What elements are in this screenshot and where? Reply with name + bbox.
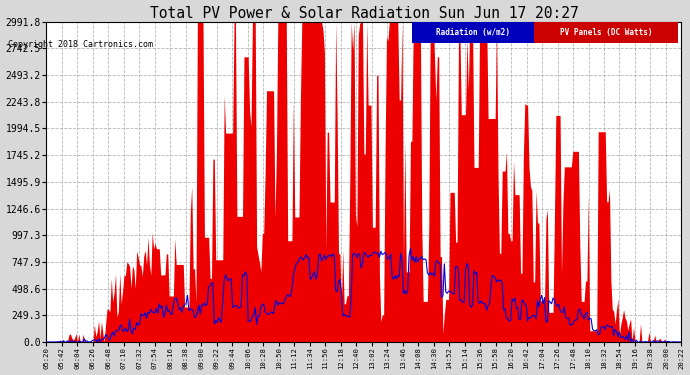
Title: Total PV Power & Solar Radiation Sun Jun 17 20:27: Total PV Power & Solar Radiation Sun Jun… [150,6,578,21]
Text: Copyright 2018 Cartronics.com: Copyright 2018 Cartronics.com [8,40,153,49]
